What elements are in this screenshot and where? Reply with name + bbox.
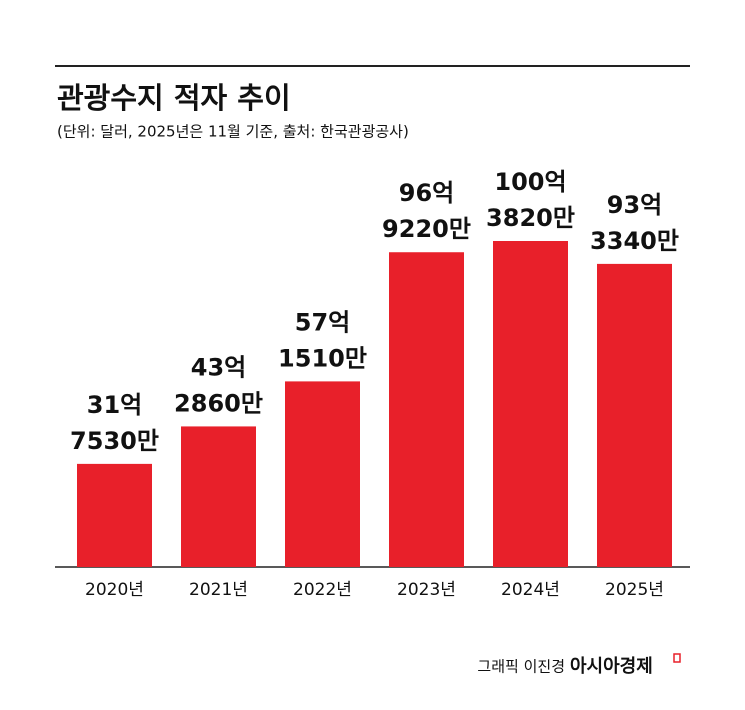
brand-mark	[673, 653, 681, 663]
chart-title: 관광수지 적자 추이	[57, 81, 291, 115]
bar	[493, 241, 568, 567]
x-tick-label: 2024년	[501, 580, 560, 600]
x-tick-label: 2021년	[189, 580, 248, 600]
x-tick-label: 2020년	[85, 580, 144, 600]
value-label: 1510만	[278, 344, 367, 372]
chart-subtitle: (단위: 달러, 2025년은 11월 기준, 출처: 한국관광공사)	[57, 123, 409, 141]
value-label: 96억	[399, 179, 454, 207]
value-label: 93억	[607, 191, 662, 219]
value-label: 100억	[494, 168, 566, 196]
brand: 아시아경제	[570, 656, 653, 677]
value-label: 3820만	[486, 204, 575, 232]
x-tick-label: 2023년	[397, 580, 456, 600]
bar	[77, 463, 152, 567]
bar	[389, 252, 464, 567]
value-label: 9220만	[382, 215, 471, 243]
value-label: 7530만	[70, 427, 159, 455]
x-tick-label: 2022년	[293, 580, 352, 600]
value-label: 2860만	[174, 389, 263, 417]
value-label: 3340만	[590, 227, 679, 255]
bar	[181, 426, 256, 567]
value-label: 57억	[295, 308, 350, 336]
value-label: 43억	[191, 353, 246, 381]
value-label: 31억	[87, 391, 142, 419]
x-tick-label: 2025년	[605, 580, 664, 600]
bar	[597, 263, 672, 567]
bar	[285, 381, 360, 567]
credit: 그래픽 이진경	[477, 658, 565, 676]
